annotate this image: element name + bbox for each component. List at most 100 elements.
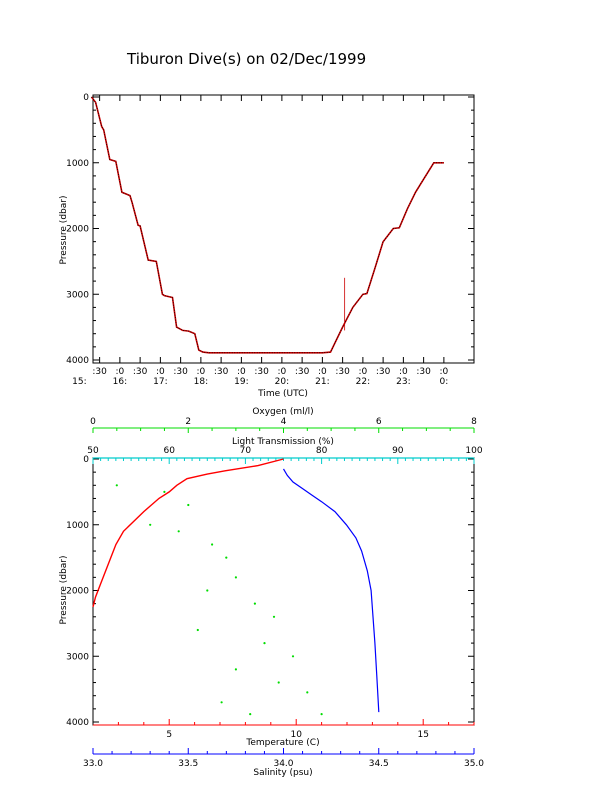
dive-plot-x-minute-label: :30 (335, 367, 350, 377)
salinity-axis-tick-label: 33.5 (178, 759, 198, 769)
dive-plot-x-minute-label: :30 (173, 367, 188, 377)
temperature-axis-title: Temperature (C) (245, 738, 319, 748)
profile-plot-y-tick-label: 4000 (66, 718, 89, 728)
dive-plot-x-minute-label: :0 (358, 367, 367, 377)
temperature-axis: 5 10 15 (93, 719, 475, 740)
chart-title: Tiburon Dive(s) on 02/Dec/1999 (127, 50, 367, 68)
oxygen-point (220, 701, 223, 704)
oxygen-point (177, 530, 180, 533)
dive-plot-x-hour-label: 17: (153, 377, 167, 387)
oxygen-point (187, 503, 190, 507)
salinity-line (282, 468, 380, 713)
dive-plot-x-minute-label: :30 (376, 367, 391, 377)
dive-track-line (91, 96, 444, 354)
oxygen-point (234, 668, 237, 671)
dive-plot-y-tick-label: 1000 (66, 159, 89, 169)
salinity-axis-tick-label: 33.0 (83, 759, 103, 769)
oxygen-axis-title: Oxygen (ml/l) (252, 407, 313, 417)
dive-track-series (90, 96, 444, 354)
dive-plot-y-tick-label: 4000 (66, 356, 89, 366)
light-transmission-axis-tick-label: 60 (163, 446, 175, 456)
oxygen-axis: 0 2 4 6 8 (90, 417, 477, 433)
oxygen-point (277, 681, 280, 684)
dive-plot-x-hour-label: 15: (72, 377, 86, 387)
oxygen-point (291, 655, 295, 658)
dive-plot-y-tick-label: 0 (83, 93, 89, 103)
salinity-axis-title: Salinity (psu) (253, 768, 312, 778)
light-transmission-axis: 50 60 70 80 90 100 (87, 446, 483, 464)
dive-plot-x-minute-label: :0 (439, 367, 448, 377)
profile-plot-frame (92, 457, 475, 726)
temperature-axis-tick-label: 15 (417, 730, 428, 740)
dive-plot-x-hour-label: 18: (194, 377, 208, 387)
oxygen-point (163, 490, 166, 493)
salinity-axis-tick-label: 34.5 (369, 759, 389, 769)
dive-plot-x-minute-label: :0 (115, 367, 124, 377)
oxygen-point (206, 589, 209, 592)
oxygen-point (249, 713, 252, 716)
dive-plot-y-tick-label: 2000 (66, 225, 89, 235)
dive-plot-x-hour-label: 23: (396, 377, 410, 387)
dive-plot-y-axis-title: Pressure (dbar) (59, 196, 69, 265)
oxygen-point (253, 602, 256, 605)
light-transmission-axis-tick-label: 70 (240, 446, 252, 456)
light-transmission-axis-tick-label: 80 (316, 446, 328, 456)
oxygen-axis-tick-label: 4 (281, 417, 287, 427)
profile-plot-y-tick-label: 1000 (66, 521, 89, 531)
dive-plot-x-minute-label: :30 (295, 367, 310, 377)
oxygen-axis-tick-label: 6 (376, 417, 382, 427)
light-transmission-axis-tick-label: 100 (465, 446, 482, 456)
dive-plot-x-minute-label: :30 (133, 367, 148, 377)
light-transmission-axis-tick-label: 50 (87, 446, 99, 456)
profile-plot-y-axis: 0 1000 2000 3000 4000 (66, 455, 474, 728)
dive-plot-x-minute-label: :30 (416, 367, 431, 377)
dive-plot-x-minute-label: :0 (196, 367, 205, 377)
oxygen-axis-tick-label: 2 (185, 417, 191, 427)
dive-plot-y-tick-label: 3000 (66, 290, 89, 300)
salinity-axis-tick-label: 35.0 (464, 759, 484, 769)
oxygen-point (115, 484, 118, 487)
oxygen-point (196, 628, 199, 632)
salinity-axis: 33.0 33.5 34.0 34.5 35.0 (83, 748, 484, 769)
dive-plot-x-hour-label: 21: (315, 377, 329, 387)
temperature-axis-tick-label: 5 (166, 730, 172, 740)
dive-plot-x-axis-title: Time (UTC) (257, 389, 308, 399)
temperature-line (92, 458, 284, 608)
dive-plot-x-hour-label: 16: (113, 377, 127, 387)
oxygen-point (211, 543, 214, 546)
oxygen-axis-tick-label: 8 (471, 417, 477, 427)
oxygen-point (272, 615, 276, 618)
profile-series (92, 458, 380, 716)
dive-plot-x-hour-label: 20: (275, 377, 289, 387)
dive-plot-y-axis: 0 1000 2000 3000 4000 (66, 93, 474, 366)
dive-plot-x-minute-label: :0 (237, 367, 246, 377)
light-transmission-axis-tick-label: 90 (392, 446, 404, 456)
dive-plot-x-minute-label: :0 (156, 367, 165, 377)
dive-plot-x-hour-label: 19: (234, 377, 248, 387)
oxygen-point (320, 713, 323, 716)
dive-plot-x-minute-label: :30 (92, 367, 107, 377)
oxygen-axis-tick-label: 0 (90, 417, 96, 427)
dive-plot-x-hour-label: 0: (439, 377, 448, 387)
temperature-axis-tick-label: 10 (290, 730, 302, 740)
dive-plot-x-minute-label: :0 (318, 367, 327, 377)
dive-plot-x-minute-label: :30 (254, 367, 269, 377)
profile-plot-y-tick-label: 0 (83, 455, 89, 465)
dive-track-overlay-line (90, 96, 444, 354)
dive-plot-x-minute-label: :0 (399, 367, 408, 377)
oxygen-point (234, 576, 237, 579)
light-transmission-axis-title: Light Transmission (%) (232, 437, 334, 447)
profile-plot-y-tick-label: 2000 (66, 587, 89, 597)
dive-plot-frame (92, 94, 475, 364)
dive-plot-x-axis: :30 :0 :30 :0 :30 :0 :30 :0 :30 :0 :30 :0 :30 :0 :30 :0… (72, 95, 449, 387)
salinity-axis-tick-label: 34.0 (273, 759, 293, 769)
dive-plot-x-hour-label: 22: (356, 377, 370, 387)
profile-plot-y-axis-title: Pressure (dbar) (59, 556, 69, 625)
oxygen-point (149, 523, 152, 526)
profile-plot-y-tick-label: 3000 (66, 652, 89, 662)
oxygen-point (225, 556, 228, 559)
oxygen-point (263, 642, 266, 645)
oxygen-point (306, 691, 309, 694)
dive-plot-x-minute-label: :30 (214, 367, 229, 377)
